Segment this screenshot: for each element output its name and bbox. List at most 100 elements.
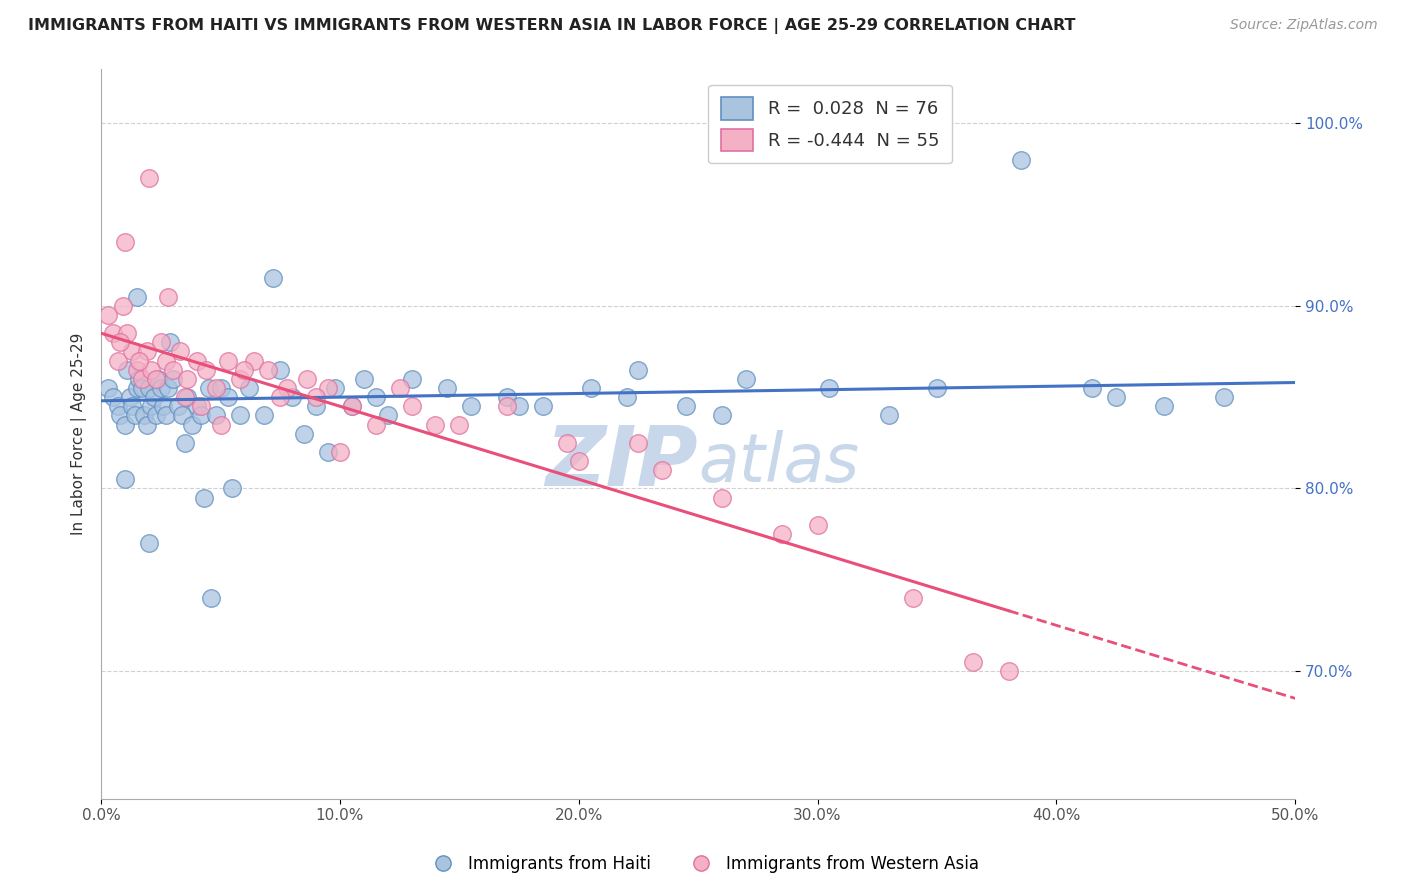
Point xyxy=(193,491,215,505)
Point xyxy=(735,372,758,386)
Point xyxy=(233,363,256,377)
Point xyxy=(295,372,318,386)
Point xyxy=(128,372,150,386)
Point xyxy=(228,409,250,423)
Point xyxy=(460,399,482,413)
Point xyxy=(616,390,638,404)
Point xyxy=(141,399,163,413)
Point xyxy=(316,381,339,395)
Point xyxy=(401,372,423,386)
Point xyxy=(997,664,1019,678)
Point xyxy=(125,290,148,304)
Point xyxy=(118,390,141,404)
Point xyxy=(401,399,423,413)
Point xyxy=(340,399,363,413)
Point xyxy=(97,381,120,395)
Point xyxy=(148,372,170,386)
Point xyxy=(97,308,120,322)
Y-axis label: In Labor Force | Age 25-29: In Labor Force | Age 25-29 xyxy=(72,333,87,535)
Point xyxy=(305,399,328,413)
Point xyxy=(388,381,411,395)
Point xyxy=(117,326,139,341)
Point xyxy=(770,527,793,541)
Point xyxy=(155,353,177,368)
Point xyxy=(292,426,315,441)
Point xyxy=(209,417,232,432)
Point xyxy=(364,390,387,404)
Point xyxy=(162,372,184,386)
Point xyxy=(166,399,188,413)
Point xyxy=(156,381,179,395)
Point xyxy=(257,363,280,377)
Point xyxy=(190,399,212,413)
Point xyxy=(377,409,399,423)
Point xyxy=(195,363,218,377)
Point xyxy=(818,381,841,395)
Point xyxy=(1105,390,1128,404)
Point xyxy=(711,491,734,505)
Point xyxy=(110,335,132,350)
Point xyxy=(138,171,160,186)
Point xyxy=(135,344,157,359)
Point xyxy=(132,409,155,423)
Point xyxy=(141,363,163,377)
Point xyxy=(101,390,124,404)
Point xyxy=(155,409,177,423)
Point xyxy=(145,409,167,423)
Point xyxy=(176,372,198,386)
Point xyxy=(449,417,471,432)
Point xyxy=(107,353,129,368)
Point xyxy=(243,353,266,368)
Point xyxy=(121,344,143,359)
Point xyxy=(190,409,212,423)
Point xyxy=(101,326,124,341)
Point xyxy=(651,463,673,477)
Point xyxy=(496,390,519,404)
Point xyxy=(269,390,291,404)
Legend: R =  0.028  N = 76, R = -0.444  N = 55: R = 0.028 N = 76, R = -0.444 N = 55 xyxy=(709,85,952,163)
Point xyxy=(149,381,172,395)
Point xyxy=(1153,399,1175,413)
Point xyxy=(221,482,243,496)
Point xyxy=(238,381,260,395)
Text: ZIP: ZIP xyxy=(546,422,699,503)
Point xyxy=(186,353,208,368)
Point xyxy=(531,399,554,413)
Point xyxy=(316,445,339,459)
Point xyxy=(555,435,578,450)
Point xyxy=(276,381,298,395)
Point xyxy=(131,381,153,395)
Point xyxy=(711,409,734,423)
Point xyxy=(209,381,232,395)
Point xyxy=(364,417,387,432)
Point xyxy=(117,363,139,377)
Point xyxy=(305,390,328,404)
Point xyxy=(329,445,352,459)
Point xyxy=(107,399,129,413)
Point xyxy=(110,409,132,423)
Point xyxy=(1010,153,1032,167)
Point xyxy=(269,363,291,377)
Point xyxy=(125,363,148,377)
Text: atlas: atlas xyxy=(699,430,859,496)
Point xyxy=(172,409,194,423)
Point xyxy=(425,417,447,432)
Point xyxy=(962,655,984,669)
Text: Source: ZipAtlas.com: Source: ZipAtlas.com xyxy=(1230,18,1378,32)
Point xyxy=(131,372,153,386)
Point xyxy=(173,390,195,404)
Point xyxy=(114,417,136,432)
Point xyxy=(197,381,219,395)
Point xyxy=(568,454,591,468)
Point xyxy=(169,344,191,359)
Point xyxy=(508,399,530,413)
Point xyxy=(228,372,250,386)
Point xyxy=(186,399,208,413)
Point xyxy=(145,372,167,386)
Point xyxy=(323,381,346,395)
Point xyxy=(200,591,222,605)
Point xyxy=(138,381,160,395)
Point xyxy=(1081,381,1104,395)
Text: IMMIGRANTS FROM HAITI VS IMMIGRANTS FROM WESTERN ASIA IN LABOR FORCE | AGE 25-29: IMMIGRANTS FROM HAITI VS IMMIGRANTS FROM… xyxy=(28,18,1076,34)
Point xyxy=(162,363,184,377)
